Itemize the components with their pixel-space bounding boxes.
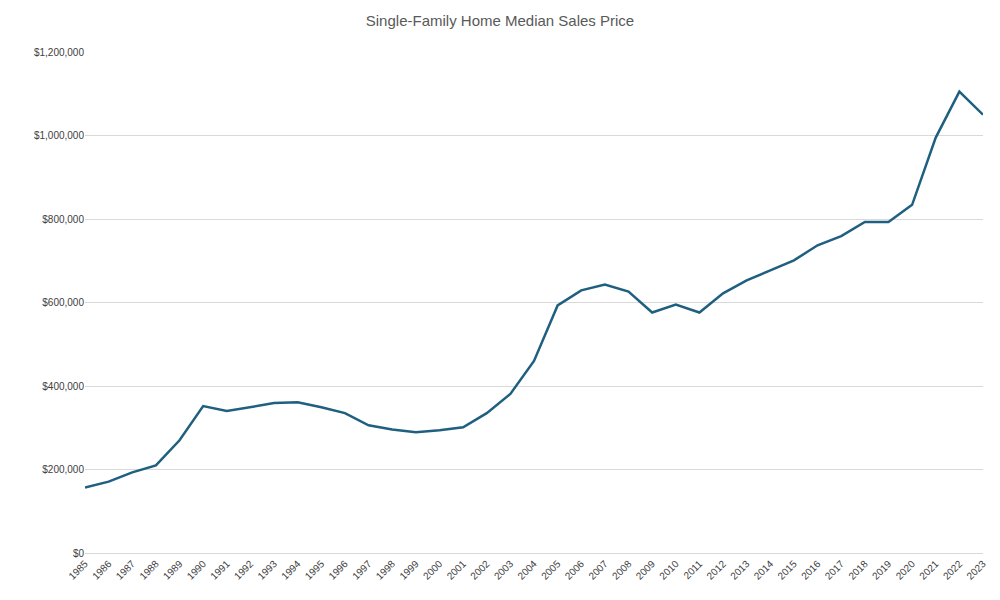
- svg-text:1988: 1988: [137, 558, 161, 582]
- svg-text:2009: 2009: [634, 558, 658, 582]
- svg-text:2013: 2013: [728, 558, 752, 582]
- svg-text:2004: 2004: [515, 558, 539, 582]
- svg-text:2003: 2003: [492, 558, 516, 582]
- svg-text:2008: 2008: [610, 558, 634, 582]
- svg-text:2018: 2018: [846, 558, 870, 582]
- svg-text:1987: 1987: [114, 558, 138, 582]
- svg-text:2000: 2000: [421, 558, 445, 582]
- svg-text:2017: 2017: [823, 558, 847, 582]
- svg-text:2014: 2014: [752, 558, 776, 582]
- svg-text:Single-Family Home Median Sale: Single-Family Home Median Sales Price: [366, 12, 634, 29]
- svg-text:2002: 2002: [468, 558, 492, 582]
- svg-text:2007: 2007: [586, 558, 610, 582]
- svg-text:1990: 1990: [185, 558, 209, 582]
- svg-text:1991: 1991: [208, 558, 232, 582]
- svg-text:1994: 1994: [279, 558, 303, 582]
- svg-text:2016: 2016: [799, 558, 823, 582]
- svg-text:2023: 2023: [964, 558, 988, 582]
- svg-text:2012: 2012: [704, 558, 728, 582]
- svg-text:1993: 1993: [255, 558, 279, 582]
- svg-text:1985: 1985: [66, 558, 90, 582]
- svg-text:$0: $0: [73, 548, 85, 559]
- svg-text:$600,000: $600,000: [42, 297, 84, 308]
- svg-text:$200,000: $200,000: [42, 464, 84, 475]
- svg-text:1989: 1989: [161, 558, 185, 582]
- svg-text:2015: 2015: [775, 558, 799, 582]
- svg-text:1986: 1986: [90, 558, 114, 582]
- svg-text:1997: 1997: [350, 558, 374, 582]
- svg-text:$800,000: $800,000: [42, 214, 84, 225]
- svg-text:1996: 1996: [326, 558, 350, 582]
- svg-text:2011: 2011: [681, 558, 704, 581]
- svg-text:1992: 1992: [232, 558, 256, 582]
- svg-text:2022: 2022: [941, 558, 965, 582]
- svg-text:2001: 2001: [445, 558, 469, 582]
- svg-text:1998: 1998: [374, 558, 398, 582]
- svg-text:2021: 2021: [917, 558, 941, 582]
- svg-text:2006: 2006: [563, 558, 587, 582]
- svg-text:2010: 2010: [657, 558, 681, 582]
- svg-text:2019: 2019: [870, 558, 894, 582]
- svg-text:$400,000: $400,000: [42, 381, 84, 392]
- svg-text:2005: 2005: [539, 558, 563, 582]
- svg-text:1999: 1999: [397, 558, 421, 582]
- svg-text:$1,200,000: $1,200,000: [34, 47, 84, 58]
- svg-text:$1,000,000: $1,000,000: [34, 130, 84, 141]
- svg-text:1995: 1995: [303, 558, 327, 582]
- svg-text:2020: 2020: [894, 558, 918, 582]
